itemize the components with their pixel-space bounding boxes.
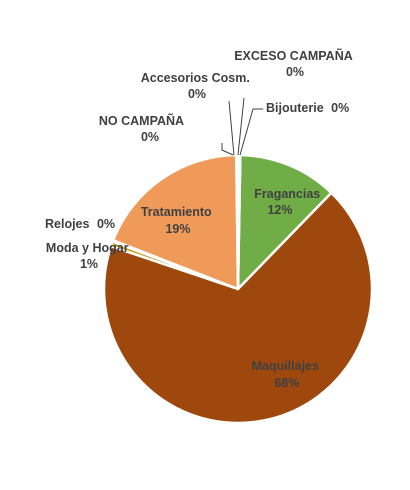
data-label-moda-y-hogar: Moda y Hogar 1% (46, 241, 132, 271)
leader-line-accesorios (228, 100, 235, 156)
data-label-accesorios-cosm: Accesorios Cosm. 0% (141, 71, 254, 101)
data-label-tratamiento: Tratamiento 19% (141, 205, 215, 236)
leader-line-bijouterie (239, 108, 263, 156)
leader-line-no-campana (221, 143, 234, 156)
leader-lines (221, 97, 263, 156)
leader-line-exceso (237, 97, 245, 156)
pie-slice-maquillajes (102, 191, 374, 425)
data-label-bijouterie: Bijouterie 0% (266, 101, 349, 115)
data-label-fragancias: Fragancias 12% (254, 187, 324, 217)
pie-slice-tratamiento (111, 153, 240, 291)
data-label-maquillajes: Maquillajes 68% (252, 359, 323, 390)
data-label-exceso-campana: EXCESO CAMPAÑA 0% (234, 48, 356, 79)
pie-slice-fragancias (236, 153, 333, 291)
data-label-relojes: Relojes 0% (45, 217, 115, 231)
data-label-no-campana: NO CAMPAÑA 0% (99, 113, 187, 144)
pie-slices (102, 153, 374, 425)
